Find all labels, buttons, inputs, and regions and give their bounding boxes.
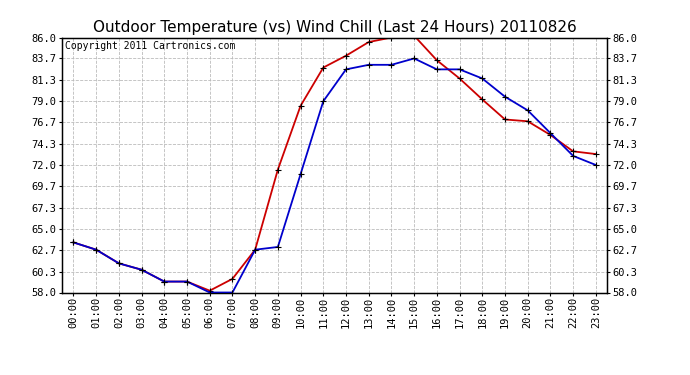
- Title: Outdoor Temperature (vs) Wind Chill (Last 24 Hours) 20110826: Outdoor Temperature (vs) Wind Chill (Las…: [92, 20, 577, 35]
- Text: Copyright 2011 Cartronics.com: Copyright 2011 Cartronics.com: [65, 41, 235, 51]
